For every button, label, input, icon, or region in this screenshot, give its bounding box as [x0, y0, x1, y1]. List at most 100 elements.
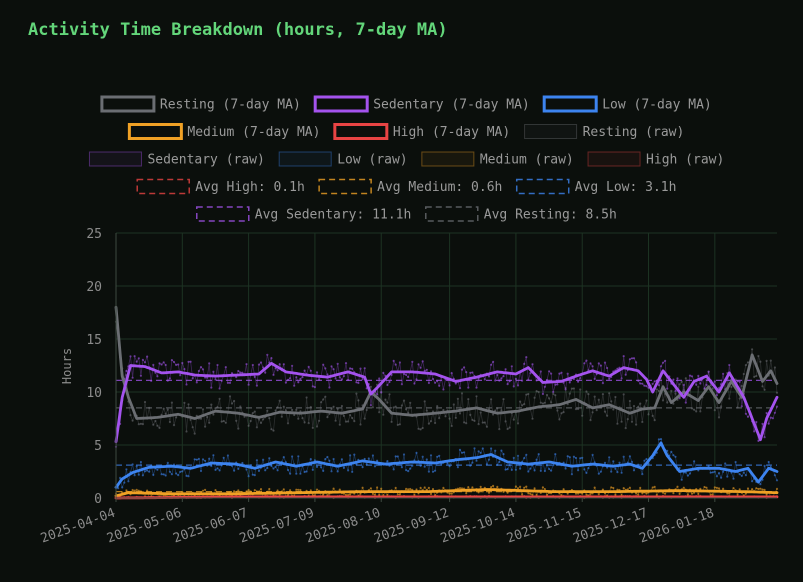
legend-item-high-7-day-ma: High (7-day MA) — [333, 123, 510, 140]
raw-point — [500, 409, 503, 412]
raw-point — [746, 487, 750, 490]
raw-point — [274, 409, 277, 412]
raw-point — [531, 363, 534, 366]
raw-point — [460, 487, 464, 490]
raw-point — [454, 382, 457, 385]
raw-point — [713, 380, 716, 383]
raw-point — [400, 466, 403, 469]
raw-point — [303, 421, 306, 424]
raw-point — [216, 467, 219, 470]
raw-point — [657, 384, 661, 387]
raw-point — [684, 401, 687, 404]
raw-point — [643, 405, 646, 408]
raw-point — [626, 488, 629, 491]
raw-point — [614, 467, 617, 470]
raw-point — [347, 420, 350, 423]
raw-point — [458, 412, 462, 415]
raw-point — [170, 401, 173, 404]
raw-point — [378, 377, 381, 380]
raw-point — [388, 393, 391, 396]
raw-point — [516, 422, 520, 425]
raw-point — [311, 426, 314, 429]
raw-point — [322, 398, 325, 401]
raw-point — [775, 479, 779, 482]
raw-point — [230, 372, 234, 375]
raw-point — [369, 487, 372, 490]
raw-point — [259, 361, 263, 364]
legend-swatch — [100, 95, 156, 113]
raw-point — [299, 377, 302, 380]
raw-point — [552, 390, 555, 394]
raw-point — [212, 413, 215, 416]
raw-point — [282, 363, 285, 366]
raw-point — [185, 474, 188, 477]
raw-point — [125, 489, 128, 492]
raw-point — [626, 418, 629, 421]
raw-point — [328, 459, 331, 462]
raw-point — [554, 394, 557, 397]
raw-point — [670, 450, 673, 453]
raw-point — [653, 485, 656, 488]
raw-point — [641, 420, 644, 424]
raw-point — [193, 458, 196, 461]
legend: Resting (7-day MA) Sedentary (7-day MA) Lo… — [88, 95, 724, 223]
raw-point — [278, 399, 281, 402]
raw-point — [628, 399, 632, 403]
raw-point — [622, 355, 625, 358]
raw-point — [355, 392, 358, 395]
raw-point — [396, 423, 399, 426]
raw-point — [419, 366, 422, 369]
raw-point — [608, 456, 611, 459]
raw-point — [320, 466, 323, 469]
raw-point — [315, 425, 319, 428]
raw-point — [243, 415, 246, 418]
raw-point — [463, 421, 466, 424]
raw-point — [448, 384, 451, 387]
raw-point — [179, 374, 182, 377]
raw-point — [156, 468, 159, 471]
raw-point — [552, 464, 555, 467]
raw-point — [139, 460, 142, 464]
raw-point — [415, 488, 418, 491]
raw-point — [332, 487, 335, 490]
x-tick-label: 2025-08-10 — [304, 506, 383, 547]
raw-point — [297, 381, 300, 384]
raw-point — [199, 469, 203, 473]
raw-point — [315, 488, 319, 491]
raw-point — [407, 375, 410, 379]
raw-point — [251, 412, 254, 415]
raw-point — [262, 458, 265, 461]
raw-point — [722, 470, 725, 473]
legend-swatch — [318, 178, 372, 195]
raw-point — [367, 457, 370, 460]
raw-point — [135, 488, 138, 491]
raw-point — [233, 469, 236, 472]
raw-point — [450, 372, 453, 375]
raw-point — [380, 487, 383, 490]
raw-point — [270, 428, 273, 431]
raw-point — [152, 423, 155, 426]
raw-point — [253, 489, 256, 492]
raw-point — [237, 467, 240, 470]
raw-point — [765, 411, 768, 415]
raw-point — [533, 396, 536, 399]
raw-point — [253, 410, 256, 413]
raw-point — [303, 369, 306, 372]
raw-point — [251, 473, 254, 476]
raw-point — [697, 374, 700, 377]
raw-point — [336, 470, 339, 473]
raw-point — [456, 466, 459, 469]
raw-point — [402, 399, 406, 402]
raw-point — [523, 362, 526, 365]
raw-point — [717, 487, 721, 490]
raw-point — [632, 357, 636, 360]
raw-point — [460, 392, 464, 395]
raw-point — [168, 470, 171, 473]
raw-point — [695, 410, 698, 413]
raw-point — [353, 420, 356, 423]
legend-swatch — [196, 206, 250, 222]
raw-point — [494, 449, 497, 452]
raw-point — [226, 381, 229, 384]
raw-point — [442, 408, 445, 412]
raw-point — [481, 447, 484, 450]
